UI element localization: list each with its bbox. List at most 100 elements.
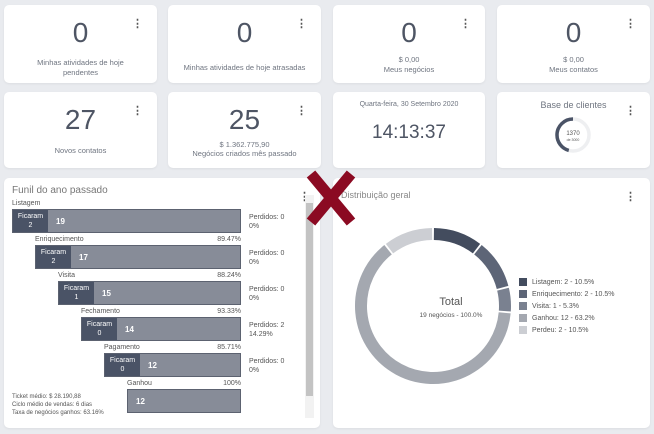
lost-pct: 0% <box>249 259 260 266</box>
donut-slice[interactable] <box>474 245 509 290</box>
kept-value: 1 <box>74 294 79 301</box>
stat-cycle: Ciclo médio de vendas: 6 dias <box>12 402 93 408</box>
lost-count: Perdidos: 0 <box>249 358 285 365</box>
card-amount: $ 0,00 <box>563 55 584 64</box>
gauge-of: de 3000 <box>567 138 580 142</box>
funnel-panel: Funil do ano passado ⋮ Listagem Ficaram 2 1… <box>4 178 320 428</box>
legend-label: Listagem: 2 - 10.5% <box>532 278 595 286</box>
card-my-contacts: 0 $ 0,00 Meus contatos ⋮ <box>497 5 650 83</box>
stage-name: Listagem <box>12 200 41 207</box>
legend-label: Perdeu: 2 - 10.5% <box>532 326 589 334</box>
funnel-bar[interactable]: 12 <box>127 389 241 413</box>
distribution-panel: Distribuição geral ⋮ Total 19 negócios -… <box>333 178 650 428</box>
more-menu-icon[interactable]: ⋮ <box>132 18 143 30</box>
card-value: 27 <box>64 104 97 135</box>
scrollbar-thumb[interactable] <box>306 203 313 396</box>
kept-label: Ficaram <box>86 321 113 328</box>
donut-slice[interactable] <box>497 287 511 312</box>
more-menu-icon[interactable]: ⋮ <box>296 105 307 117</box>
funnel-bar[interactable]: Ficaram 2 17 <box>35 245 241 269</box>
stat-win-rate: Taxa de negócios ganhos: 63.16% <box>12 410 104 416</box>
lost-pct: 0% <box>249 295 260 302</box>
donut-chart <box>355 228 511 384</box>
more-menu-icon[interactable]: ⋮ <box>299 192 310 203</box>
more-menu-icon[interactable]: ⋮ <box>460 18 471 30</box>
donut-slice[interactable] <box>385 228 433 254</box>
more-menu-icon[interactable]: ⋮ <box>132 105 143 117</box>
stage-count: 15 <box>102 289 111 298</box>
kept-box: Ficaram 1 <box>59 282 94 304</box>
card-amount: $ 0,00 <box>398 55 420 64</box>
lost-count: Perdidos: 2 <box>249 322 285 329</box>
lost-count: Perdidos: 0 <box>249 250 285 257</box>
legend-item[interactable]: Listagem: 2 - 10.5% <box>519 276 615 288</box>
clock-time: 14:13:37 <box>372 122 446 143</box>
legend-swatch <box>519 302 527 310</box>
stage-conversion: 100% <box>223 380 241 387</box>
kept-value: 0 <box>120 366 125 373</box>
stage-lost: Perdidos: 0 0% <box>249 357 284 375</box>
gauge-fill <box>555 117 591 153</box>
funnel-bar[interactable]: Ficaram 0 14 <box>81 317 241 341</box>
more-menu-icon[interactable]: ⋮ <box>625 105 636 117</box>
clock-date: Quarta-feira, 30 Setembro 2020 <box>359 101 459 108</box>
client-gauge: 1370 de 3000 <box>555 117 591 153</box>
donut-center-sub: 19 negócios - 100.0% <box>419 312 483 319</box>
legend-item[interactable]: Enriquecimento: 2 - 10.5% <box>519 288 615 300</box>
card-overdue-activities: 0 Minhas atividades de hoje atrasadas ⋮ <box>168 5 321 83</box>
kept-box: Ficaram 0 <box>82 318 117 340</box>
legend-swatch <box>519 326 527 334</box>
legend-item[interactable]: Perdeu: 2 - 10.5% <box>519 324 615 336</box>
card-value: 25 <box>228 104 261 135</box>
more-menu-icon[interactable]: ⋮ <box>296 18 307 30</box>
card-label: Negócios criados mês passado <box>192 149 297 158</box>
donut-slice[interactable] <box>355 245 511 384</box>
stage-count: 12 <box>136 397 145 406</box>
stage-name: Enriquecimento <box>35 236 84 243</box>
close-x-icon[interactable] <box>305 170 357 226</box>
card-value: 0 <box>236 17 253 48</box>
stage-conversion: 89.47% <box>217 236 241 243</box>
lost-pct: 0% <box>249 223 260 230</box>
stage-count: 17 <box>79 253 88 262</box>
card-deals-last-month: 25 $ 1.362.775,90 Negócios criados mês p… <box>168 92 321 168</box>
panel-title: Funil do ano passado <box>12 185 108 196</box>
card-value: 0 <box>565 17 582 48</box>
funnel-bar[interactable]: Ficaram 0 12 <box>104 353 241 377</box>
legend-label: Ganhou: 12 - 63.2% <box>532 314 595 322</box>
kept-label: Ficaram <box>40 249 67 256</box>
more-menu-icon[interactable]: ⋮ <box>625 191 636 203</box>
stage-conversion: 93.33% <box>217 308 241 315</box>
stage-conversion: 85.71% <box>217 344 241 351</box>
card-title: Base de clientes <box>540 100 607 110</box>
gauge-value: 1370 <box>566 131 580 137</box>
card-client-base: Base de clientes ⋮ 1370 de 3000 <box>497 92 650 168</box>
stage-name: Pagamento <box>104 344 140 351</box>
card-label: Meus contatos <box>549 65 598 74</box>
stage-count: 19 <box>56 217 65 226</box>
lost-count: Perdidos: 0 <box>249 286 285 293</box>
card-label: Meus negócios <box>383 65 435 74</box>
card-label: Novos contatos <box>54 146 107 155</box>
card-pending-activities: 0 Minhas atividades de hoje pendentes ⋮ <box>4 5 157 83</box>
funnel-bar[interactable]: Ficaram 1 15 <box>58 281 241 305</box>
scrollbar[interactable] <box>305 195 314 418</box>
funnel-bar[interactable]: Ficaram 2 19 <box>12 209 241 233</box>
legend-swatch <box>519 278 527 286</box>
kept-value: 2 <box>28 222 33 229</box>
donut-center-title: Total <box>439 296 463 308</box>
legend-item[interactable]: Ganhou: 12 - 63.2% <box>519 312 615 324</box>
card-new-contacts: 27 Novos contatos ⋮ <box>4 92 157 168</box>
legend-label: Visita: 1 - 5.3% <box>532 302 579 310</box>
kept-label: Ficaram <box>63 285 90 292</box>
card-label: Minhas atividades de hoje atrasadas <box>183 63 306 72</box>
card-label: pendentes <box>62 68 99 77</box>
lost-pct: 14.29% <box>249 331 273 338</box>
legend-item[interactable]: Visita: 1 - 5.3% <box>519 300 615 312</box>
stage-count: 12 <box>148 361 157 370</box>
more-menu-icon[interactable]: ⋮ <box>625 18 636 30</box>
card-clock: Quarta-feira, 30 Setembro 2020 14:13:37 <box>333 92 485 168</box>
card-amount: $ 1.362.775,90 <box>219 140 270 149</box>
stat-ticket: Ticket médio: $ 28.190,88 <box>12 394 81 400</box>
donut-slice[interactable] <box>433 228 481 254</box>
